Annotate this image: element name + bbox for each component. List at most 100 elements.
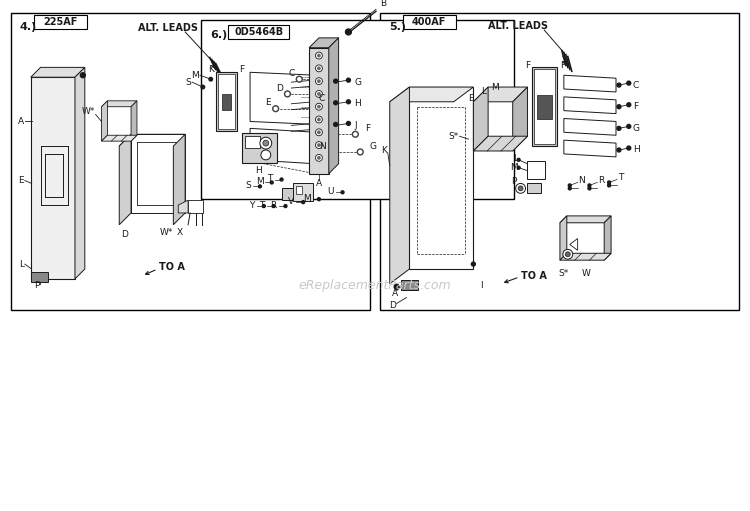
Text: T: T [260,201,265,210]
Polygon shape [328,38,338,174]
Bar [532,67,557,146]
Circle shape [261,150,271,160]
Polygon shape [564,140,616,157]
Polygon shape [560,216,611,223]
Text: N: N [578,176,585,185]
Circle shape [209,77,212,81]
Polygon shape [513,87,527,151]
Circle shape [316,78,322,85]
Circle shape [354,133,357,136]
Polygon shape [560,216,567,260]
Polygon shape [31,67,85,77]
Circle shape [259,185,262,188]
Text: K: K [208,65,214,74]
Text: V: V [288,197,295,205]
Text: ALT. LEADS: ALT. LEADS [139,23,199,33]
Text: G: G [633,124,640,133]
Circle shape [341,191,344,194]
Circle shape [260,137,272,149]
Text: L: L [513,154,517,164]
Circle shape [346,100,350,104]
Text: F: F [633,102,638,111]
Circle shape [588,187,591,190]
Text: 0D5464B: 0D5464B [234,27,284,37]
Circle shape [317,198,320,201]
Circle shape [516,183,526,193]
Circle shape [318,93,320,95]
Text: S: S [185,78,191,87]
Text: 6.): 6.) [211,30,228,40]
Text: C: C [288,69,295,78]
Circle shape [346,29,352,35]
Text: W*: W* [81,107,94,116]
Circle shape [318,67,320,69]
Circle shape [316,129,322,136]
Circle shape [627,146,631,150]
Bar [216,72,237,131]
Text: T: T [618,173,623,182]
Circle shape [302,201,304,203]
Bar [296,187,302,194]
Bar [201,20,514,199]
Text: A: A [316,179,322,188]
Circle shape [296,76,302,82]
Text: H: H [256,166,262,175]
Circle shape [80,73,86,78]
Bar [380,13,739,310]
Polygon shape [564,97,616,113]
Text: P: P [512,177,517,186]
Circle shape [472,262,476,266]
Text: R: R [598,176,604,185]
Polygon shape [101,135,137,141]
Circle shape [346,78,350,82]
Circle shape [274,107,278,110]
Polygon shape [390,87,410,284]
Text: E: E [468,95,473,103]
Circle shape [316,52,322,59]
Bar [537,95,552,119]
Circle shape [201,85,205,89]
Circle shape [608,181,610,184]
Circle shape [286,92,289,96]
Bar [534,69,555,144]
Text: P: P [34,281,39,290]
Bar [229,25,290,39]
Polygon shape [473,136,527,151]
Text: A: A [392,289,398,298]
Circle shape [318,144,320,146]
Polygon shape [131,101,137,141]
Circle shape [568,187,572,190]
Circle shape [272,204,275,207]
Text: L: L [481,87,486,97]
Circle shape [316,65,322,72]
Text: eReplacementParts.com: eReplacementParts.com [298,279,452,292]
Text: D: D [121,230,128,239]
Text: U: U [328,187,334,196]
Polygon shape [178,200,188,213]
Circle shape [316,116,322,123]
Text: TO A: TO A [158,262,184,272]
Text: H: H [633,146,640,154]
Bar [527,161,545,178]
Polygon shape [564,75,616,92]
Circle shape [627,103,631,107]
Text: J: J [354,121,357,130]
Bar [309,48,328,174]
Circle shape [627,81,631,85]
Bar [31,272,49,282]
Circle shape [617,126,621,130]
Text: F: F [365,124,370,133]
Polygon shape [570,239,578,250]
Text: H: H [354,99,361,108]
Text: S: S [245,181,251,190]
Text: M: M [256,177,264,186]
Circle shape [284,91,290,97]
Bar [242,133,277,163]
Text: M: M [510,163,518,172]
Circle shape [316,142,322,149]
Circle shape [318,54,320,57]
Polygon shape [309,38,338,48]
Bar [403,15,456,29]
Text: E: E [18,176,24,185]
Circle shape [270,181,273,184]
